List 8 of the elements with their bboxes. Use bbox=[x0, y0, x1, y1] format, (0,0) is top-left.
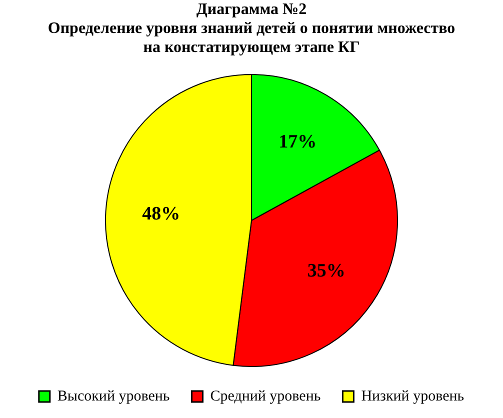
legend-label: Средний уровень bbox=[210, 388, 321, 404]
chart-title: Диаграмма №2 bbox=[195, 0, 308, 19]
legend-label: Низкий уровень bbox=[361, 388, 464, 404]
data-label: 17% bbox=[278, 131, 317, 152]
legend-label: Высокий уровень bbox=[57, 388, 170, 404]
data-label: 35% bbox=[307, 260, 346, 282]
data-label: 48% bbox=[142, 204, 180, 225]
chart-subtitle: Определение уровня знаний детей о понятии множество на констатирующем этапе КГ bbox=[46, 19, 456, 57]
